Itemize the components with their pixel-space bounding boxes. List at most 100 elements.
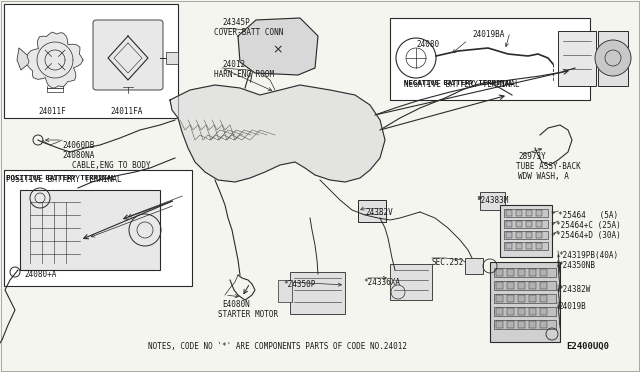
Bar [4,170,192,286]
Bar [540,282,547,289]
Bar [536,243,542,249]
Bar [516,210,522,216]
Bar [529,308,536,315]
Text: *25464   (5A): *25464 (5A) [558,211,618,220]
Bar [518,308,525,315]
Text: COVER-BATT CONN: COVER-BATT CONN [214,28,284,37]
Bar [540,295,547,302]
Text: SEC.252: SEC.252 [432,258,465,267]
Text: 24345P: 24345P [222,18,250,27]
Text: 24019BA: 24019BA [472,30,504,39]
Bar [496,321,503,328]
Text: E2400UQ0: E2400UQ0 [566,342,609,351]
Bar [536,232,542,238]
Bar [526,243,532,249]
Bar [529,282,536,289]
Bar [540,321,547,328]
Bar [465,258,483,274]
Circle shape [595,40,631,76]
Bar [20,190,160,270]
Bar [390,18,590,100]
Text: 24080: 24080 [416,40,439,49]
Polygon shape [27,32,83,88]
Bar [598,31,628,86]
Bar [516,232,522,238]
Bar [504,242,548,250]
Bar [507,308,514,315]
Bar [507,269,514,276]
Bar [494,320,556,329]
Bar [496,269,503,276]
Text: *24383M: *24383M [476,196,508,205]
Bar [506,232,512,238]
Bar [536,221,542,227]
Text: 24012: 24012 [222,60,245,69]
Bar [490,262,560,342]
Bar [358,200,386,222]
Text: NEGATIVE BATTERY TERMINAL: NEGATIVE BATTERY TERMINAL [404,80,513,86]
Bar [507,321,514,328]
Bar [504,209,548,217]
Text: *24350P: *24350P [283,280,316,289]
Text: *24319PB(40A): *24319PB(40A) [558,251,618,260]
Bar [504,220,548,228]
Bar [540,308,547,315]
Bar [518,321,525,328]
Bar [504,231,548,239]
Text: 24011FA: 24011FA [110,107,142,116]
Bar [496,308,503,315]
Bar [526,221,532,227]
Bar [4,4,178,118]
Bar [290,272,345,314]
Text: POSITIVE BATTERY TERMINAL: POSITIVE BATTERY TERMINAL [6,175,115,181]
Text: *24336XA: *24336XA [363,278,400,287]
Bar [494,268,556,277]
Bar [480,192,505,210]
Bar [516,221,522,227]
Bar [494,294,556,303]
Bar [390,264,432,300]
Bar [506,221,512,227]
Bar [278,280,292,302]
Bar [506,243,512,249]
Bar [526,232,532,238]
Bar [507,282,514,289]
Bar [529,269,536,276]
Bar [500,205,552,257]
Text: POSITIVE BATTERY TERMINAL: POSITIVE BATTERY TERMINAL [6,175,122,184]
Bar [526,210,532,216]
Text: *24350NB: *24350NB [558,261,595,270]
Text: 24019B: 24019B [558,302,586,311]
Bar [516,243,522,249]
Text: 24382V: 24382V [365,208,393,217]
Bar [496,295,503,302]
Bar [518,282,525,289]
Bar [536,210,542,216]
Text: *24382W: *24382W [558,285,590,294]
Text: CABLE,ENG TO BODY: CABLE,ENG TO BODY [72,161,150,170]
Bar [166,52,178,64]
Text: HARN-ENG ROOM: HARN-ENG ROOM [214,70,274,79]
Bar [518,295,525,302]
Text: 24011F: 24011F [38,107,66,116]
Bar [507,295,514,302]
Bar [506,210,512,216]
Bar [496,282,503,289]
Bar [494,307,556,316]
Text: NOTES, CODE NO '*' ARE COMPONENTS PARTS OF CODE NO.24012: NOTES, CODE NO '*' ARE COMPONENTS PARTS … [148,342,407,351]
Polygon shape [17,48,27,70]
Text: 24060DB: 24060DB [62,141,94,150]
Bar [529,321,536,328]
Text: TUBE ASSY-BACK: TUBE ASSY-BACK [516,162,580,171]
Bar [558,31,596,86]
Text: ×: × [273,44,284,57]
Bar [540,269,547,276]
Text: *25464+D (30A): *25464+D (30A) [556,231,621,240]
Text: WDW WASH, A: WDW WASH, A [518,172,569,181]
Bar [518,269,525,276]
Text: 28973Y: 28973Y [518,152,546,161]
Text: *25464+C (25A): *25464+C (25A) [556,221,621,230]
Text: 24080+A: 24080+A [24,270,56,279]
Text: 24080NA: 24080NA [62,151,94,160]
Bar [494,281,556,290]
